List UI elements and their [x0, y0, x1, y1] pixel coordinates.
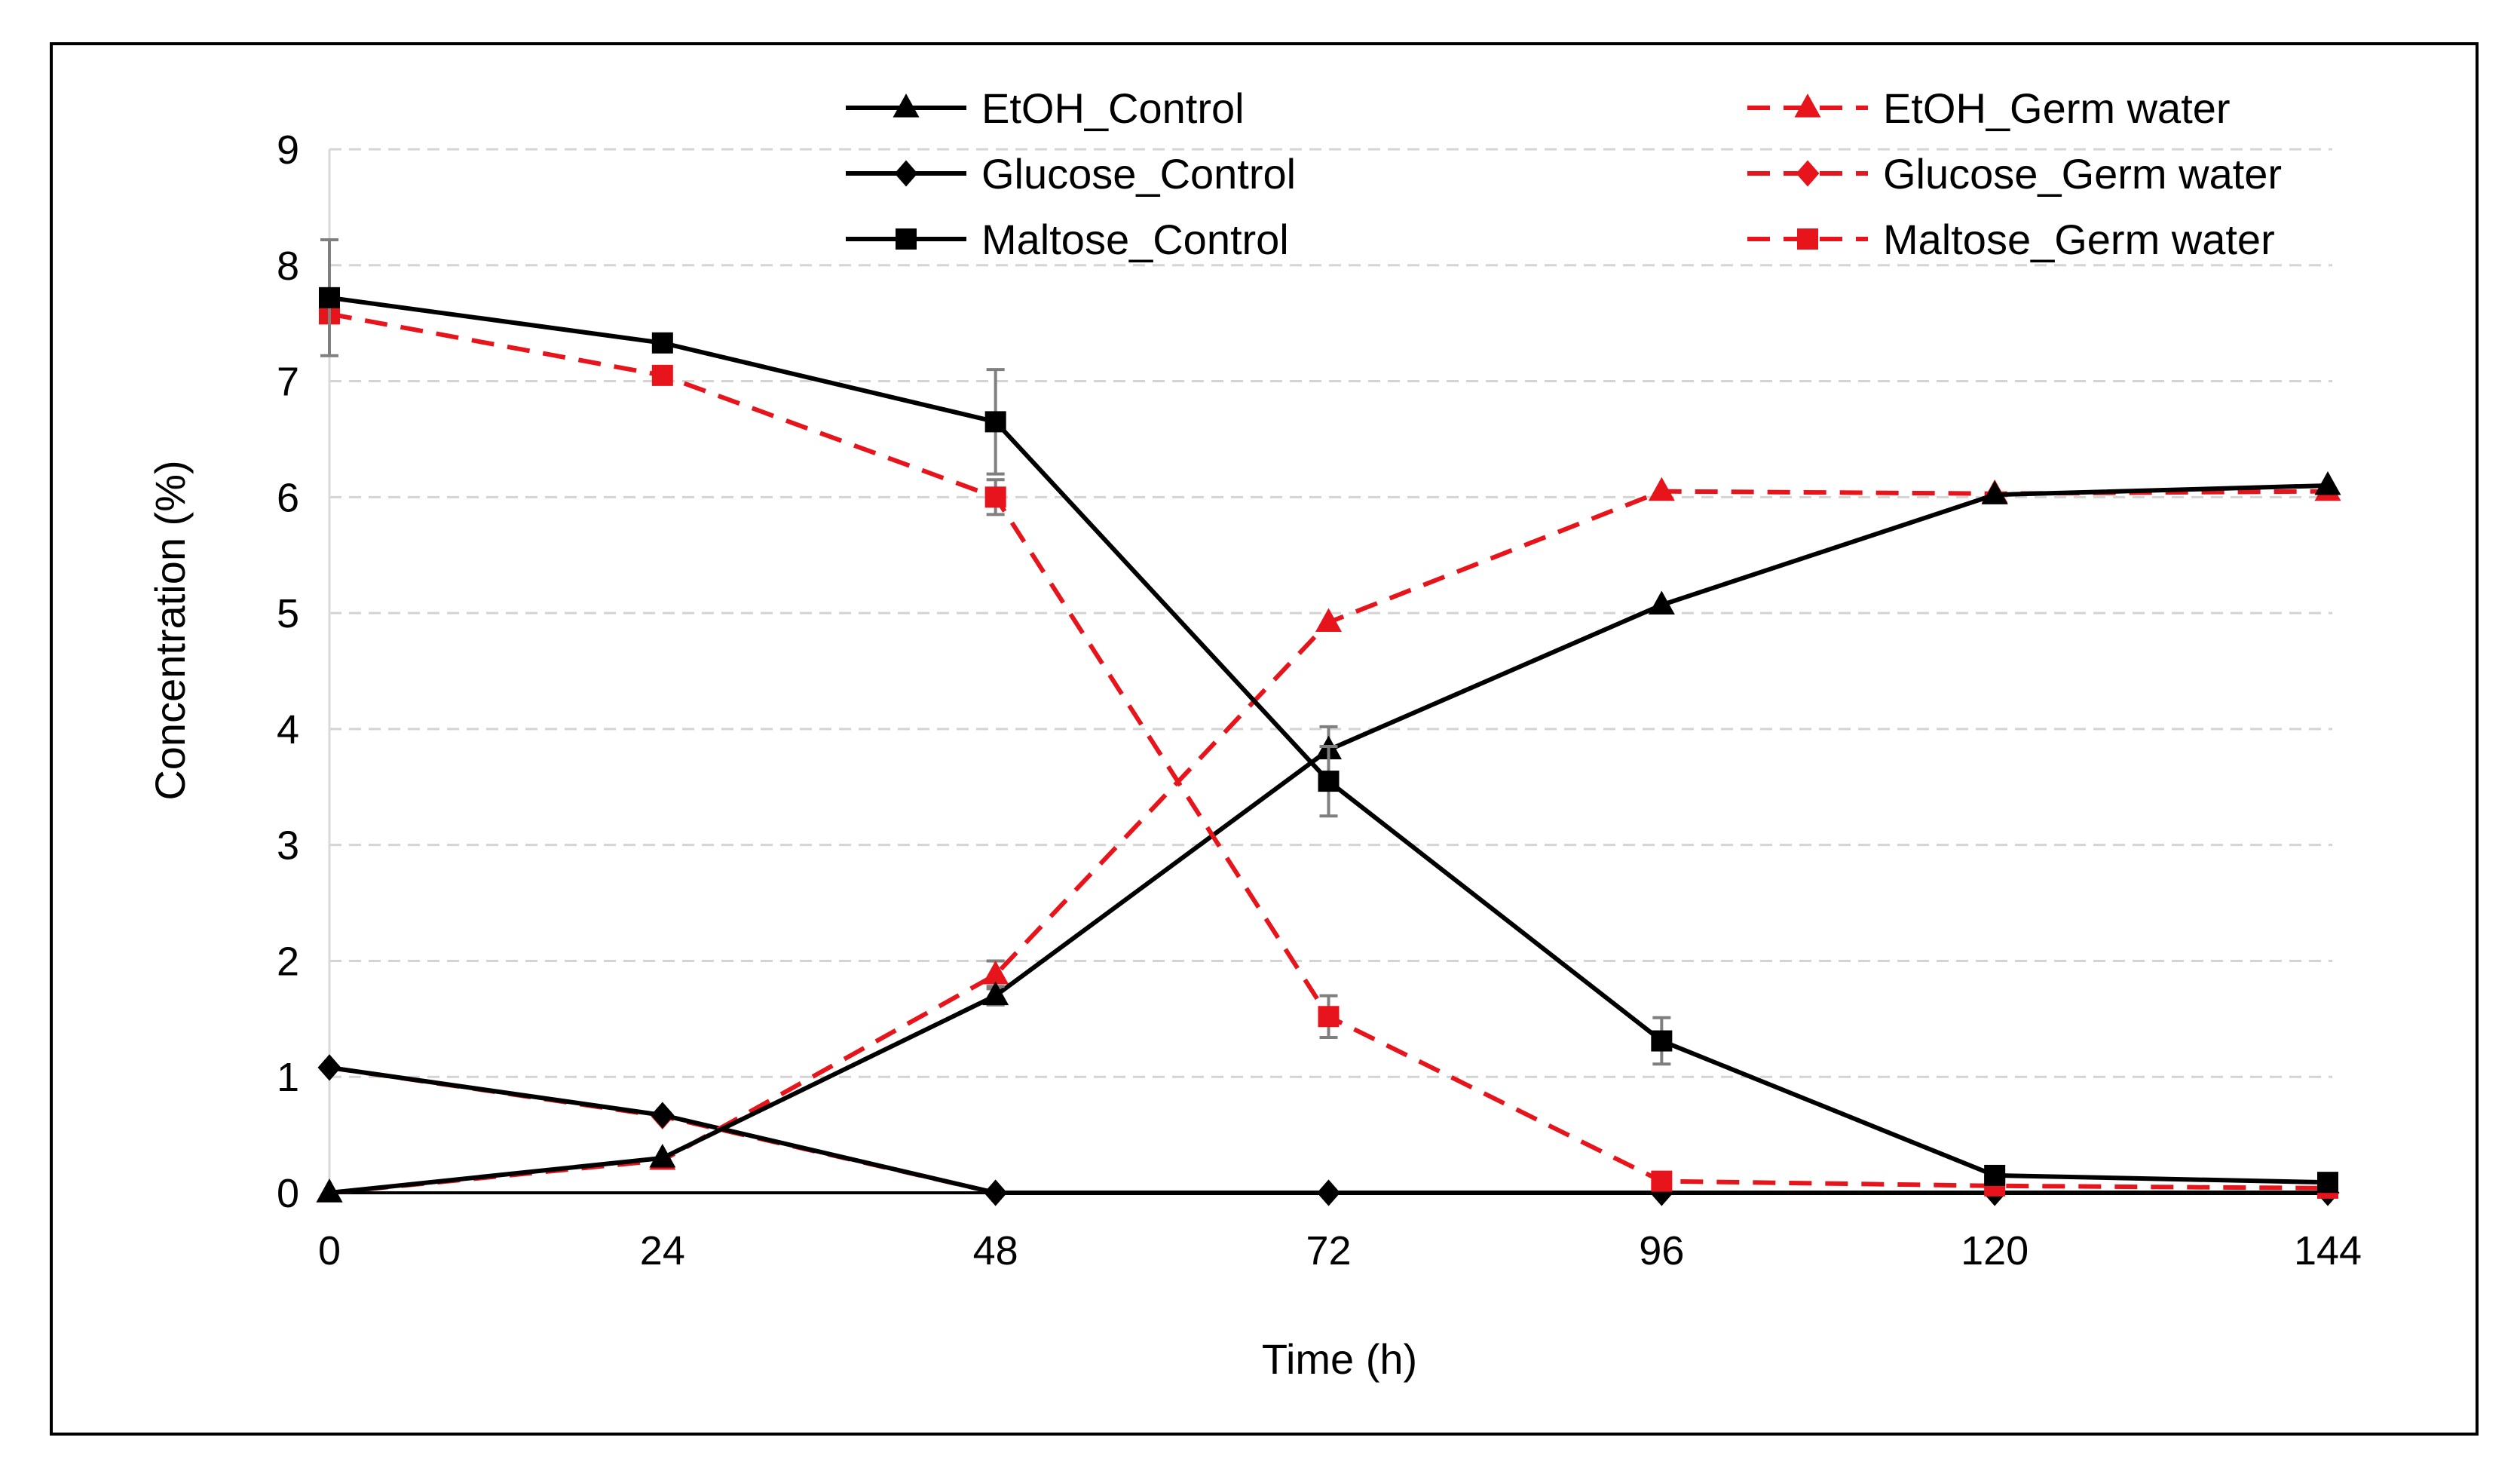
x-tick-label: 144: [2294, 1228, 2362, 1273]
y-tick-label: 7: [277, 360, 299, 405]
data-point-triangle: [1648, 477, 1675, 501]
series-maltose-control: [319, 238, 2338, 1194]
data-point-diamond: [317, 1054, 341, 1081]
y-tick-label: 6: [277, 475, 299, 520]
series-line-etoh-control: [329, 483, 2329, 1195]
data-point-square: [2317, 1172, 2338, 1194]
x-tick-label: 96: [1639, 1228, 1684, 1273]
y-tick-label: 4: [277, 707, 299, 752]
series-etoh-control: [316, 471, 2341, 1203]
legend-marker-triangle: [1794, 93, 1821, 118]
data-point-square: [1318, 1006, 1340, 1028]
tick-labels: 0 1 2 3 4 5 6 7 8 9 0 24 48 72 96 120 144: [277, 127, 2362, 1273]
legend-marker-square: [896, 228, 917, 250]
legend-marker-triangle: [893, 93, 920, 118]
legend-label: Maltose_Control: [981, 216, 1289, 263]
y-tick-label: 3: [277, 823, 299, 869]
data-point-diamond: [651, 1102, 675, 1129]
legend-item-maltose-control: Maltose_Control: [846, 216, 1289, 263]
legend-item-glucose-germ-water: Glucose_Germ water: [1747, 150, 2282, 198]
x-tick-label: 48: [973, 1228, 1018, 1273]
x-tick-label: 24: [640, 1228, 685, 1273]
data-point-triangle: [316, 1178, 343, 1203]
x-axis-title: Time (h): [1262, 1335, 1417, 1383]
data-point-square: [984, 411, 1006, 433]
legend-marker-square: [1797, 228, 1818, 250]
data-point-triangle: [1648, 590, 1675, 614]
data-point-triangle: [2314, 471, 2341, 495]
x-tick-label: 72: [1306, 1228, 1351, 1273]
data-point-triangle: [649, 1143, 676, 1168]
legend-item-maltose-germ-water: Maltose_Germ water: [1747, 216, 2275, 263]
data-point-triangle: [1981, 480, 2008, 504]
legend-marker-diamond: [894, 160, 918, 187]
data-point-diamond: [1317, 1179, 1340, 1206]
data-point-square: [651, 364, 673, 386]
y-tick-label: 5: [277, 591, 299, 636]
legend-label: EtOH_Germ water: [1883, 84, 2231, 132]
data-point-square: [1651, 1170, 1673, 1192]
legend-label: Maltose_Germ water: [1883, 216, 2275, 263]
legend: EtOH_Control Glucose_Control Maltose_Contr…: [846, 84, 2282, 263]
legend-item-etoh-control: EtOH_Control: [846, 84, 1245, 132]
data-point-square: [984, 486, 1006, 508]
y-tick-label: 8: [277, 244, 299, 289]
series-lines: [316, 238, 2341, 1206]
x-tick-label: 0: [318, 1228, 341, 1273]
series-etoh-germ-water: [316, 477, 2341, 1203]
legend-label: Glucose_Control: [981, 150, 1296, 198]
y-axis-title: Concentration (%): [146, 460, 194, 800]
y-tick-label: 9: [277, 127, 299, 173]
data-point-square: [1318, 771, 1340, 792]
series-line-etoh-germ-water: [329, 489, 2329, 1195]
legend-label: EtOH_Control: [981, 84, 1245, 132]
legend-label: Glucose_Germ water: [1883, 150, 2282, 198]
data-point-triangle: [982, 960, 1009, 985]
data-point-triangle: [982, 981, 1009, 1006]
chart-frame: [50, 42, 2479, 1436]
y-tick-label: 1: [277, 1055, 299, 1100]
data-point-square: [319, 287, 340, 308]
data-point-diamond: [984, 1179, 1008, 1206]
x-tick-label: 120: [1961, 1228, 2029, 1273]
data-point-square: [1984, 1164, 2006, 1186]
y-tick-label: 0: [277, 1171, 299, 1216]
legend-marker-diamond: [1796, 160, 1820, 187]
data-point-square: [651, 332, 673, 354]
data-point-square: [1651, 1030, 1673, 1052]
legend-item-glucose-control: Glucose_Control: [846, 150, 1296, 198]
y-tick-label: 2: [277, 939, 299, 984]
legend-item-etoh-germ-water: EtOH_Germ water: [1747, 84, 2231, 132]
data-point-triangle: [1315, 608, 1342, 633]
